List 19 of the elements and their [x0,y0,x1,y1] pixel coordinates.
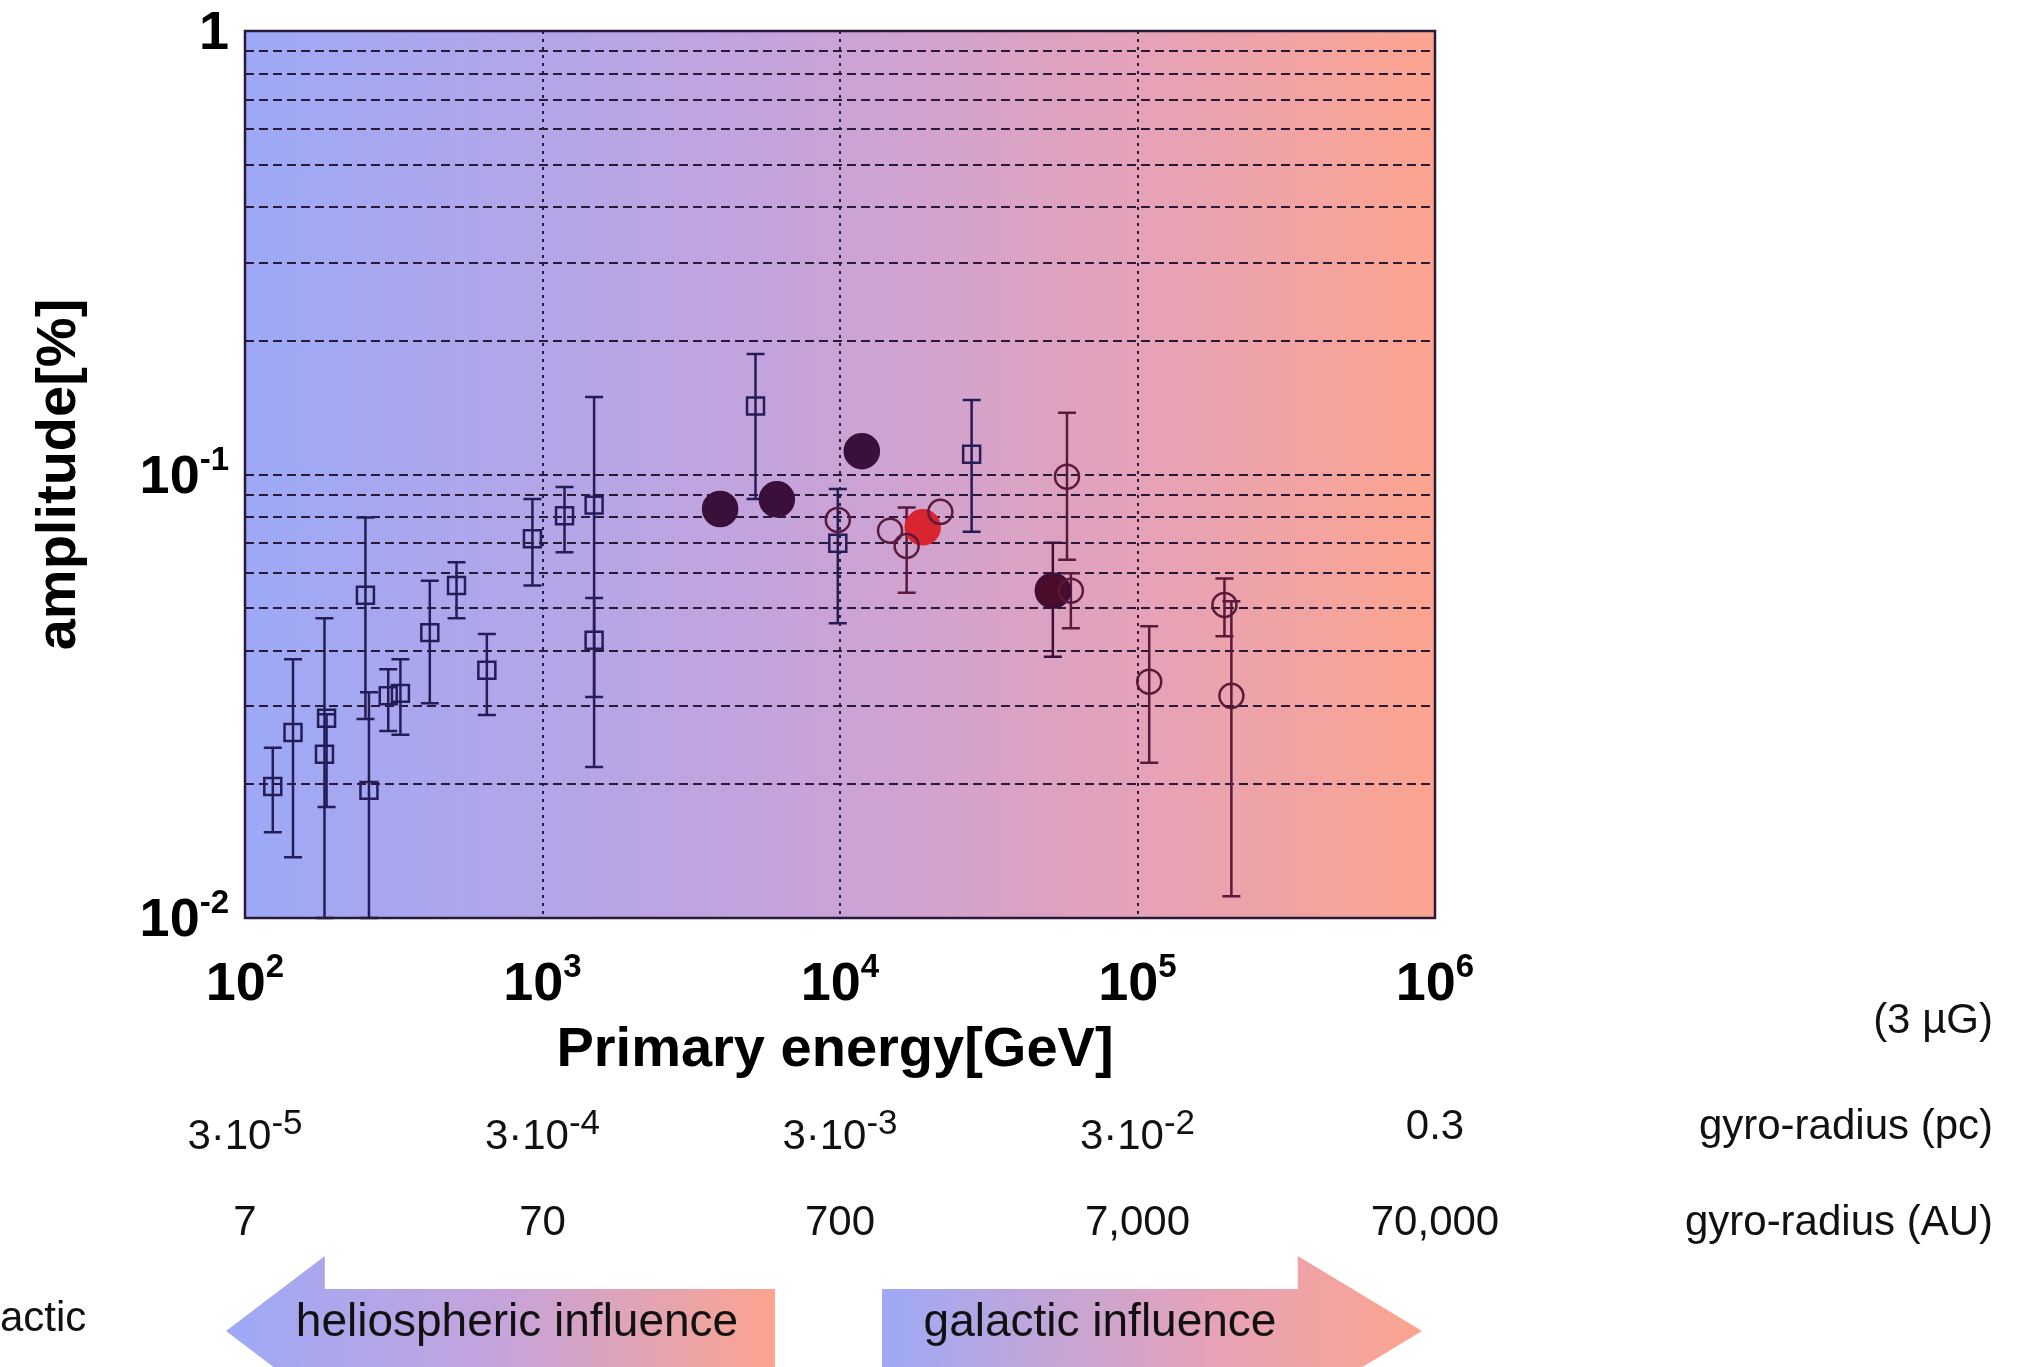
text: gyro-radius (pc) [1698,1101,1993,1148]
x-axis-title: Primary energy[GeV] [556,1015,1114,1078]
text: actic [0,1293,87,1340]
text: 70,000 [1370,1197,1500,1244]
text: gyro-radius (AU) [1684,1197,1993,1244]
text: 3·10$^{-2}$ [1079,1102,1196,1158]
y-axis-title: amplitude[%] [24,298,87,651]
text: heliospheric influence [295,1294,739,1346]
text: 0.3 [1405,1101,1465,1148]
text: galactic influence [923,1294,1277,1346]
text: 700 [804,1197,876,1244]
text: 7,000 [1084,1197,1191,1244]
text: 70 [519,1197,566,1244]
text: (3 µG) [1873,995,1993,1042]
text: 3·10$^{-3}$ [782,1102,898,1158]
text: 3·10$^{-4}$ [484,1102,601,1158]
text: 3·10$^{-5}$ [187,1102,303,1158]
y-tick-label: 1 [198,0,230,60]
text: 7 [233,1197,257,1244]
